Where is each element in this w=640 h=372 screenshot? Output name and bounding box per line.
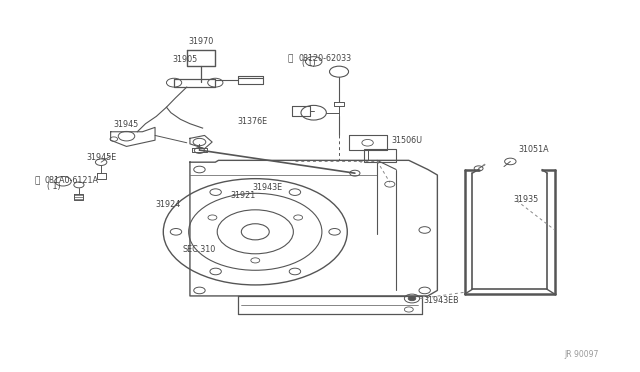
Text: Ⓑ: Ⓑ: [35, 176, 40, 185]
Text: 31905: 31905: [173, 55, 198, 64]
Circle shape: [408, 296, 416, 301]
Text: Ⓑ: Ⓑ: [287, 54, 293, 63]
Text: 081A0-6121A: 081A0-6121A: [45, 176, 99, 185]
Text: 31924: 31924: [155, 200, 180, 209]
Text: 31935: 31935: [513, 195, 539, 204]
Text: 08120-62033: 08120-62033: [298, 54, 351, 63]
Text: 31376E: 31376E: [238, 117, 268, 126]
Text: 31945E: 31945E: [86, 153, 116, 162]
Text: 31943EB: 31943EB: [424, 296, 459, 305]
Text: 31921: 31921: [230, 191, 255, 200]
Text: 31051A: 31051A: [518, 145, 548, 154]
Text: 31506U: 31506U: [391, 136, 422, 145]
Text: 31943E: 31943E: [252, 183, 282, 192]
Text: 31945: 31945: [114, 120, 139, 129]
Text: ( 1): ( 1): [47, 182, 61, 190]
Text: SEC.310: SEC.310: [183, 244, 216, 254]
Bar: [364, 149, 396, 162]
Text: JR 90097: JR 90097: [564, 350, 599, 359]
Text: 31970: 31970: [188, 38, 213, 46]
Text: ( 1): ( 1): [302, 60, 316, 68]
